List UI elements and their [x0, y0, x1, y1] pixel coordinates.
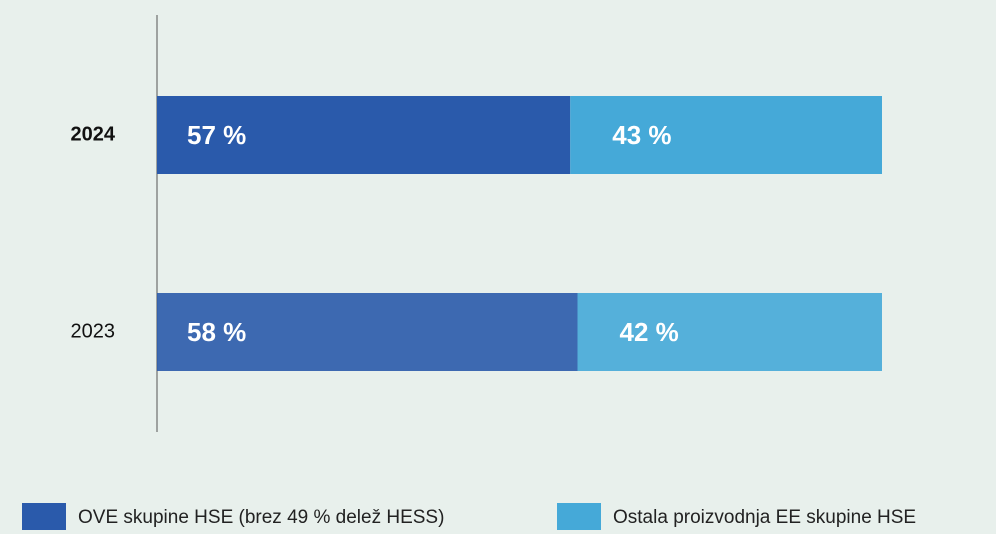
value-label: 57 % [187, 120, 246, 150]
bar-segment [577, 293, 882, 371]
legend-swatch [22, 503, 66, 530]
bar-segment [157, 96, 571, 174]
value-label: 42 % [620, 317, 679, 347]
bar-segment [570, 96, 882, 174]
bar-segment [157, 293, 578, 371]
category-label: 2024 [71, 123, 116, 145]
legend-label: OVE skupine HSE (brez 49 % delež HESS) [78, 507, 444, 528]
legend-swatch [557, 503, 601, 530]
legend-label: Ostala proizvodnja EE skupine HSE [613, 507, 916, 528]
category-label: 2023 [71, 320, 116, 342]
value-label: 43 % [612, 120, 671, 150]
value-label: 58 % [187, 317, 246, 347]
